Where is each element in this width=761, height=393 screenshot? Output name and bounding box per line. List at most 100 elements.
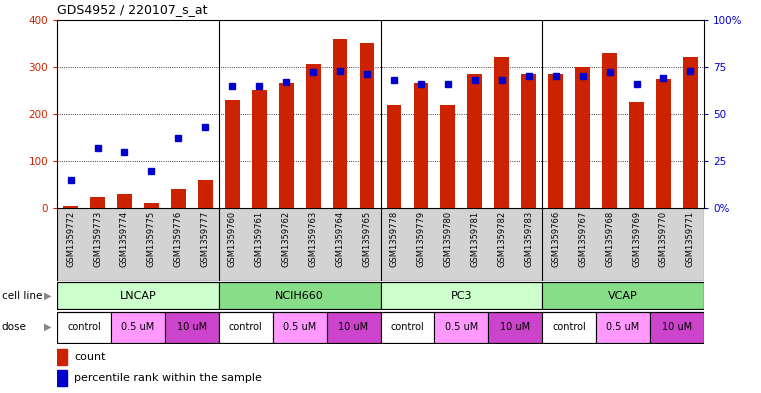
Bar: [111, 208, 138, 281]
Bar: [57, 369, 67, 386]
Text: percentile rank within the sample: percentile rank within the sample: [74, 373, 262, 383]
Bar: [57, 349, 67, 365]
Text: GSM1359778: GSM1359778: [390, 211, 399, 267]
Text: GSM1359763: GSM1359763: [309, 211, 317, 267]
Bar: [650, 312, 704, 343]
Text: GSM1359762: GSM1359762: [282, 211, 291, 266]
Bar: [569, 208, 596, 281]
Text: 10 uM: 10 uM: [177, 322, 207, 332]
Bar: [144, 203, 159, 208]
Text: GSM1359772: GSM1359772: [66, 211, 75, 266]
Bar: [272, 208, 300, 281]
Text: GSM1359775: GSM1359775: [147, 211, 156, 266]
Bar: [515, 208, 543, 281]
Bar: [306, 64, 320, 208]
Text: 10 uM: 10 uM: [662, 322, 692, 332]
Bar: [543, 208, 569, 281]
Bar: [380, 208, 407, 281]
Bar: [90, 196, 105, 208]
Bar: [543, 282, 704, 309]
Text: dose: dose: [2, 322, 27, 332]
Bar: [435, 312, 489, 343]
Text: control: control: [67, 322, 101, 332]
Bar: [656, 79, 671, 208]
Bar: [489, 208, 515, 281]
Text: VCAP: VCAP: [608, 291, 638, 301]
Text: 0.5 uM: 0.5 uM: [444, 322, 478, 332]
Bar: [57, 208, 84, 281]
Text: NCIH660: NCIH660: [275, 291, 324, 301]
Bar: [219, 208, 246, 281]
Text: GSM1359783: GSM1359783: [524, 211, 533, 267]
Bar: [596, 208, 623, 281]
Text: GSM1359760: GSM1359760: [228, 211, 237, 266]
Bar: [300, 208, 326, 281]
Bar: [380, 282, 542, 309]
Bar: [461, 208, 489, 281]
Bar: [333, 39, 348, 208]
Bar: [677, 208, 704, 281]
Bar: [63, 206, 78, 208]
Bar: [575, 67, 590, 208]
Bar: [548, 74, 563, 208]
Bar: [165, 208, 192, 281]
Text: GSM1359771: GSM1359771: [686, 211, 695, 266]
Text: GSM1359776: GSM1359776: [174, 211, 183, 267]
Bar: [360, 43, 374, 208]
Bar: [117, 194, 132, 208]
Bar: [543, 312, 596, 343]
Bar: [246, 208, 272, 281]
Text: ▶: ▶: [44, 322, 52, 332]
Text: GSM1359770: GSM1359770: [659, 211, 668, 266]
Bar: [521, 74, 537, 208]
Text: 10 uM: 10 uM: [339, 322, 368, 332]
Bar: [198, 180, 213, 208]
Bar: [596, 312, 650, 343]
Text: GSM1359782: GSM1359782: [497, 211, 506, 266]
Bar: [279, 83, 294, 208]
Text: GSM1359779: GSM1359779: [416, 211, 425, 266]
Text: 0.5 uM: 0.5 uM: [283, 322, 317, 332]
Bar: [354, 208, 380, 281]
Text: PC3: PC3: [451, 291, 472, 301]
Bar: [57, 282, 219, 309]
Bar: [489, 312, 542, 343]
Bar: [467, 74, 482, 208]
Text: cell line: cell line: [2, 291, 42, 301]
Bar: [623, 208, 650, 281]
Text: GSM1359768: GSM1359768: [605, 211, 614, 267]
Bar: [171, 189, 186, 208]
Text: control: control: [552, 322, 586, 332]
Bar: [495, 57, 509, 208]
Bar: [435, 208, 461, 281]
Bar: [683, 57, 698, 208]
Text: GSM1359781: GSM1359781: [470, 211, 479, 266]
Bar: [165, 312, 219, 343]
Text: LNCAP: LNCAP: [119, 291, 156, 301]
Bar: [441, 105, 455, 208]
Bar: [224, 100, 240, 208]
Text: GDS4952 / 220107_s_at: GDS4952 / 220107_s_at: [57, 3, 208, 16]
Text: GSM1359774: GSM1359774: [120, 211, 129, 266]
Text: ▶: ▶: [44, 291, 52, 301]
Bar: [84, 208, 111, 281]
Text: GSM1359767: GSM1359767: [578, 211, 587, 267]
Bar: [629, 102, 644, 208]
Bar: [380, 312, 435, 343]
Bar: [387, 105, 401, 208]
Bar: [138, 208, 165, 281]
Text: GSM1359773: GSM1359773: [93, 211, 102, 267]
Text: GSM1359780: GSM1359780: [444, 211, 452, 266]
Text: control: control: [229, 322, 263, 332]
Text: GSM1359765: GSM1359765: [362, 211, 371, 266]
Bar: [413, 83, 428, 208]
Bar: [326, 208, 354, 281]
Text: GSM1359764: GSM1359764: [336, 211, 345, 266]
Bar: [326, 312, 380, 343]
Text: count: count: [74, 352, 106, 362]
Bar: [192, 208, 219, 281]
Bar: [219, 312, 272, 343]
Text: GSM1359777: GSM1359777: [201, 211, 210, 267]
Text: 10 uM: 10 uM: [500, 322, 530, 332]
Bar: [272, 312, 326, 343]
